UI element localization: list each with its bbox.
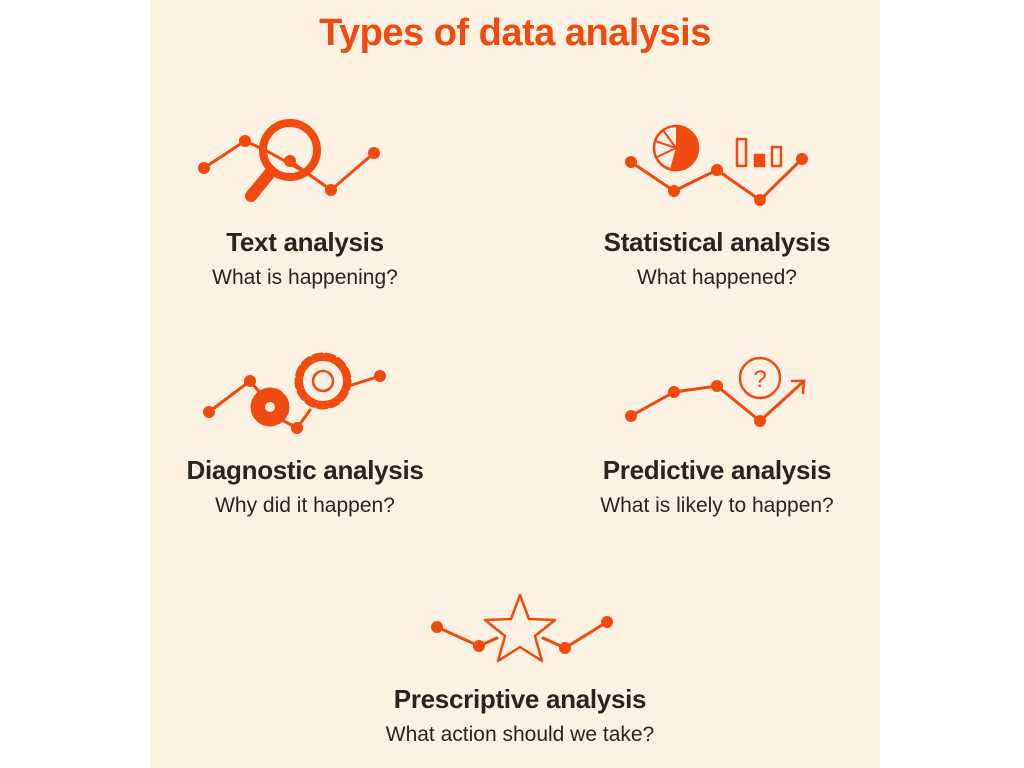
page-title: Types of data analysis <box>319 12 711 54</box>
card-heading: Predictive analysis <box>602 455 832 485</box>
gears-line-chart-icon <box>203 352 386 434</box>
card-heading: Text analysis <box>226 227 384 257</box>
magnifier-line-chart-icon <box>198 119 380 202</box>
star-line-chart-icon <box>431 593 613 663</box>
predictive-analysis-card: Predictive analysis What is likely to ha… <box>537 455 897 518</box>
pie-bar-chart-icon <box>625 124 808 206</box>
card-heading: Prescriptive analysis <box>393 684 647 714</box>
svg-text:?: ? <box>753 366 766 393</box>
card-question: What is likely to happen? <box>600 494 834 517</box>
diagnostic-analysis-card: Diagnostic analysis Why did it happen? <box>125 455 485 518</box>
card-heading: Diagnostic analysis <box>186 455 424 485</box>
card-heading: Statistical analysis <box>603 227 831 257</box>
card-question: Why did it happen? <box>215 494 395 517</box>
card-question: What is happening? <box>212 266 398 289</box>
statistical-analysis-card: Statistical analysis What happened? <box>537 227 897 290</box>
question-trend-arrow-icon: ? <box>625 356 806 427</box>
card-question: What action should we take? <box>385 723 655 746</box>
prescriptive-analysis-card: Prescriptive analysis What action should… <box>340 684 700 747</box>
card-question: What happened? <box>637 266 797 289</box>
text-analysis-card: Text analysis What is happening? <box>125 227 485 290</box>
